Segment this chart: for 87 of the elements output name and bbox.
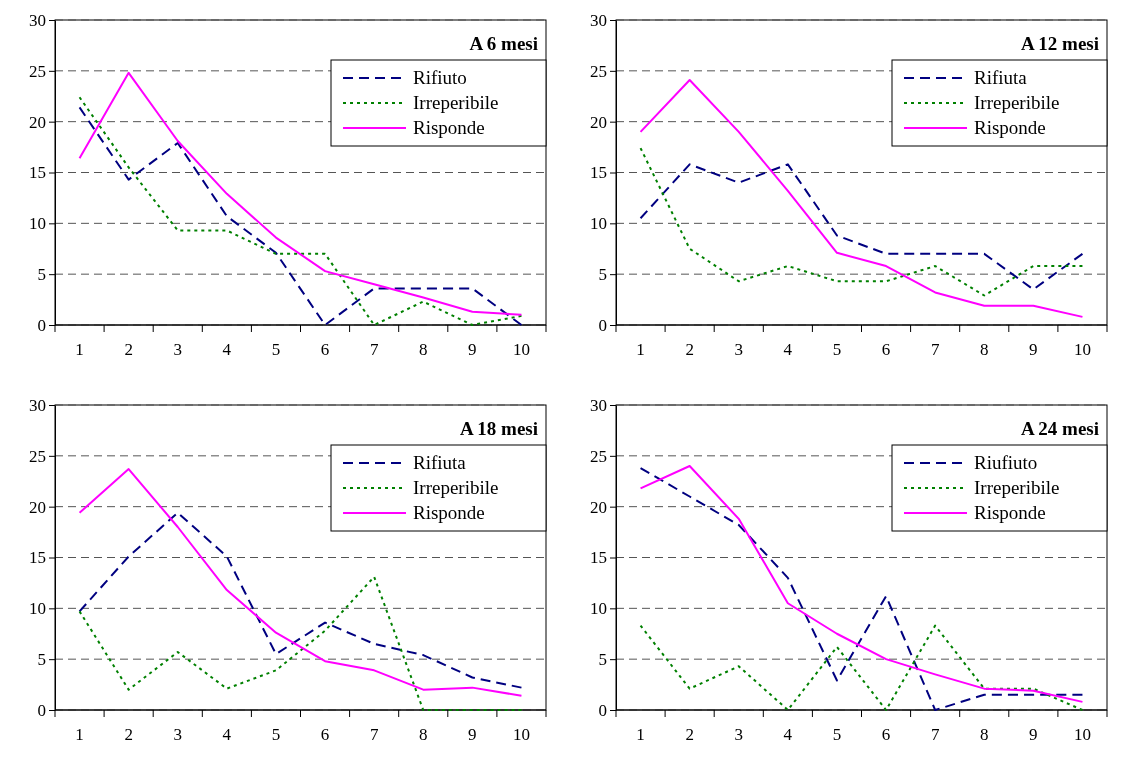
y-tick-label: 25	[29, 61, 46, 81]
legend-label: Risponde	[974, 117, 1046, 138]
y-tick-label: 10	[590, 599, 607, 619]
legend-label: Risponde	[413, 502, 485, 523]
y-tick-label: 30	[590, 10, 607, 30]
y-tick-label: 30	[29, 395, 46, 415]
x-tick-label: 8	[980, 725, 989, 744]
x-tick-label: 7	[930, 340, 940, 359]
legend-label: Risponde	[413, 117, 485, 138]
x-tick-label: 10	[1073, 725, 1091, 744]
x-tick-label: 1	[636, 340, 645, 359]
text: A 18 mesi	[459, 418, 538, 439]
x-tick-label: 6	[881, 725, 891, 744]
x-tick-label: 2	[685, 725, 694, 744]
x-tick-label: 3	[734, 340, 743, 359]
y-tick-label: 15	[590, 548, 607, 568]
x-tick-label: 3	[173, 725, 182, 744]
legend-label: Irreperibile	[974, 477, 1060, 498]
x-tick-label: 4	[222, 725, 232, 744]
y-tick-label: 25	[590, 446, 607, 466]
x-tick-label: 10	[512, 725, 530, 744]
y-tick-label: 25	[29, 446, 46, 466]
y-tick-label: 5	[37, 650, 46, 670]
x-tick-label: 9	[468, 725, 477, 744]
x-tick-label: 7	[369, 340, 379, 359]
legend-label: Risponde	[974, 502, 1046, 523]
y-tick-label: 15	[590, 163, 607, 183]
x-tick-label: 9	[1029, 725, 1038, 744]
y-tick-label: 20	[590, 497, 607, 517]
x-tick-label: 6	[320, 725, 330, 744]
x-tick-label: 1	[75, 725, 84, 744]
x-tick-label: 7	[369, 725, 379, 744]
y-tick-label: 15	[29, 548, 46, 568]
y-tick-label: 5	[37, 265, 46, 285]
legend-label: Irreperibile	[974, 92, 1060, 113]
y-tick-label: 0	[598, 315, 607, 335]
y-tick-label: 0	[37, 700, 46, 720]
y-tick-label: 10	[29, 599, 46, 619]
x-tick-label: 10	[1073, 340, 1091, 359]
x-tick-label: 5	[832, 725, 842, 744]
x-tick-label: 10	[512, 340, 530, 359]
y-tick-label: 15	[29, 163, 46, 183]
x-tick-label: 4	[222, 340, 232, 359]
y-tick-label: 30	[590, 395, 607, 415]
legend-label: Riufiuto	[974, 452, 1038, 473]
y-tick-label: 0	[37, 315, 46, 335]
legend-label: Rifiuta	[974, 67, 1028, 88]
y-tick-label: 10	[590, 214, 607, 234]
x-tick-label: 5	[832, 340, 842, 359]
y-tick-label: 5	[598, 650, 607, 670]
legend-label: Irreperibile	[413, 92, 499, 113]
x-tick-label: 3	[173, 340, 182, 359]
x-tick-label: 8	[419, 340, 428, 359]
y-tick-label: 30	[29, 10, 46, 30]
x-tick-label: 6	[320, 340, 330, 359]
legend-label: Rifiuta	[413, 452, 467, 473]
legend-label: Rifiuto	[413, 67, 467, 88]
y-tick-label: 20	[590, 112, 607, 132]
x-tick-label: 1	[636, 725, 645, 744]
x-tick-label: 9	[468, 340, 477, 359]
x-tick-label: 7	[930, 725, 940, 744]
y-tick-label: 0	[598, 700, 607, 720]
x-tick-label: 8	[419, 725, 428, 744]
x-tick-label: 8	[980, 340, 989, 359]
y-tick-label: 25	[590, 61, 607, 81]
x-tick-label: 5	[271, 340, 281, 359]
x-tick-label: 9	[1029, 340, 1038, 359]
text: A 12 mesi	[1020, 33, 1099, 54]
y-tick-label: 20	[29, 497, 46, 517]
x-tick-label: 4	[783, 725, 793, 744]
line-series	[78, 575, 523, 711]
x-tick-label: 2	[124, 340, 133, 359]
text: A 6 mesi	[469, 33, 538, 54]
x-tick-label: 4	[783, 340, 793, 359]
y-tick-label: 20	[29, 112, 46, 132]
x-tick-label: 1	[75, 340, 84, 359]
y-tick-label: 10	[29, 214, 46, 234]
text: A 24 mesi	[1020, 418, 1099, 439]
x-tick-label: 3	[734, 725, 743, 744]
line-series	[639, 624, 1084, 711]
line-series	[78, 468, 523, 697]
x-tick-label: 6	[881, 340, 891, 359]
x-tick-label: 5	[271, 725, 281, 744]
y-tick-label: 5	[598, 265, 607, 285]
x-tick-label: 2	[685, 340, 694, 359]
legend-label: Irreperibile	[413, 477, 499, 498]
x-tick-label: 2	[124, 725, 133, 744]
